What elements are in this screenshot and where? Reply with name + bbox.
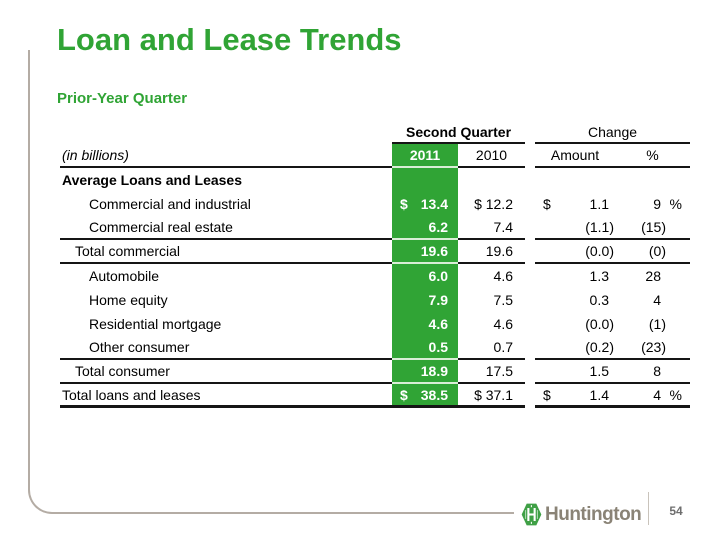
table-row: Other consumer 0.5 0.7 (0.2) (23): [60, 336, 690, 360]
column-gap: [525, 240, 535, 264]
table-row: Average Loans and Leases: [60, 168, 690, 192]
row-label: Residential mortgage: [89, 316, 222, 332]
column-gap: [525, 121, 535, 144]
loan-lease-table: Second Quarter Change (in billions) 2011…: [60, 121, 690, 408]
cell-change-percent: 28: [645, 268, 661, 284]
column-gap: [525, 336, 535, 360]
cell-change-percent: 4: [653, 292, 661, 308]
table-row: Home equity 7.9 7.5 0.3 4: [60, 288, 690, 312]
row-label: Average Loans and Leases: [62, 172, 243, 188]
cell-change-percent: [615, 168, 690, 192]
slide-subtitle: Prior-Year Quarter: [57, 90, 188, 107]
cell-change-percent: 8: [615, 360, 690, 384]
cell-2011: 19.6: [392, 240, 458, 264]
cell-change-amount: 1.5: [535, 360, 615, 384]
col-header-amount: Amount: [535, 144, 615, 168]
cell-2011: [392, 168, 458, 192]
col-header-2010: 2010: [458, 144, 525, 168]
cell-2010: 17.5: [458, 360, 525, 384]
cell-change-percent: (15): [615, 216, 690, 240]
column-gap: [525, 216, 535, 240]
table-group-header-row: Second Quarter Change: [60, 121, 690, 144]
cell-2011: 7.9: [392, 288, 458, 312]
second-quarter-header: Second Quarter: [392, 121, 525, 144]
cell-2011: 4.6: [392, 312, 458, 336]
row-label: Commercial and industrial: [89, 196, 251, 212]
huntington-logo: Huntington: [521, 503, 642, 526]
cell-change-amount: $1.4: [535, 384, 615, 408]
cell-2010: 19.6: [458, 240, 525, 264]
cell-2011: 18.9: [392, 360, 458, 384]
cell-2011: 6.2: [392, 216, 458, 240]
table-row: Total loans and leases $38.5 $ 37.1 $1.4 4%: [60, 384, 690, 408]
row-label: Total consumer: [60, 360, 392, 384]
huntington-logo-text: Huntington: [545, 503, 642, 525]
corner-frame-line: [28, 50, 514, 514]
page-number: 54: [669, 504, 683, 518]
cell-change-amount: (0.0): [535, 240, 615, 264]
change-header: Change: [535, 121, 690, 144]
column-gap: [525, 144, 535, 168]
cell-change-percent: (0): [615, 240, 690, 264]
cell-change-percent: (23): [615, 336, 690, 360]
row-label: Total loans and leases: [60, 384, 392, 408]
cell-change-amount: (1.1): [535, 216, 615, 240]
row-label: Other consumer: [60, 336, 392, 360]
row-label: Total commercial: [60, 240, 392, 264]
cell-2011: $13.4: [392, 192, 458, 216]
cell-change-amount: [535, 168, 615, 192]
column-gap: [525, 264, 535, 288]
cell-change-percent: 4%: [615, 384, 690, 408]
cell-change-amount: 0.3: [589, 292, 609, 308]
cell-2011: 0.5: [392, 336, 458, 360]
page-title: Loan and Lease Trends: [57, 22, 402, 57]
cell-change-percent: (1): [648, 316, 666, 332]
cell-2011: $38.5: [392, 384, 458, 408]
row-label: Home equity: [89, 292, 168, 308]
cell-change-amount: (0.0): [585, 316, 614, 332]
cell-2011: 6.0: [392, 264, 458, 288]
col-header-percent: %: [615, 144, 690, 168]
table-row: Commercial and industrial $13.4 $ 12.2 $1.1…: [60, 192, 690, 216]
table-body: Average Loans and Leases Commercial and i…: [60, 168, 690, 408]
row-label: Automobile: [89, 268, 160, 284]
row-label: Commercial real estate: [60, 216, 392, 240]
column-gap: [525, 168, 535, 192]
cell-2010: $ 12.2: [474, 196, 513, 212]
footer-separator: [648, 492, 649, 525]
unit-label: (in billions): [60, 144, 392, 168]
cell-2010: 7.4: [458, 216, 525, 240]
cell-2010: [458, 168, 525, 192]
cell-2010: 7.5: [493, 292, 513, 308]
group-header-spacer: [60, 121, 392, 144]
column-gap: [525, 192, 535, 216]
col-header-2011: 2011: [392, 144, 458, 168]
cell-change-amount: 1.3: [589, 268, 609, 284]
cell-2010: 4.6: [493, 316, 513, 332]
cell-change-percent: 9%: [653, 196, 682, 212]
cell-2010: 0.7: [458, 336, 525, 360]
table-column-header-row: (in billions) 2011 2010 Amount %: [60, 144, 690, 168]
cell-change-amount: $1.1: [543, 196, 609, 212]
huntington-hexagon-icon: [521, 503, 542, 526]
table-row: Commercial real estate 6.2 7.4 (1.1) (15): [60, 216, 690, 240]
cell-2010: $ 37.1: [458, 384, 525, 408]
table-row: Total commercial 19.6 19.6 (0.0) (0): [60, 240, 690, 264]
column-gap: [525, 312, 535, 336]
column-gap: [525, 360, 535, 384]
column-gap: [525, 384, 535, 408]
table-row: Automobile 6.0 4.6 1.3 28: [60, 264, 690, 288]
cell-2010: 4.6: [493, 268, 513, 284]
table-row: Residential mortgage 4.6 4.6 (0.0) (1): [60, 312, 690, 336]
cell-change-amount: (0.2): [535, 336, 615, 360]
column-gap: [525, 288, 535, 312]
table-row: Total consumer 18.9 17.5 1.5 8: [60, 360, 690, 384]
